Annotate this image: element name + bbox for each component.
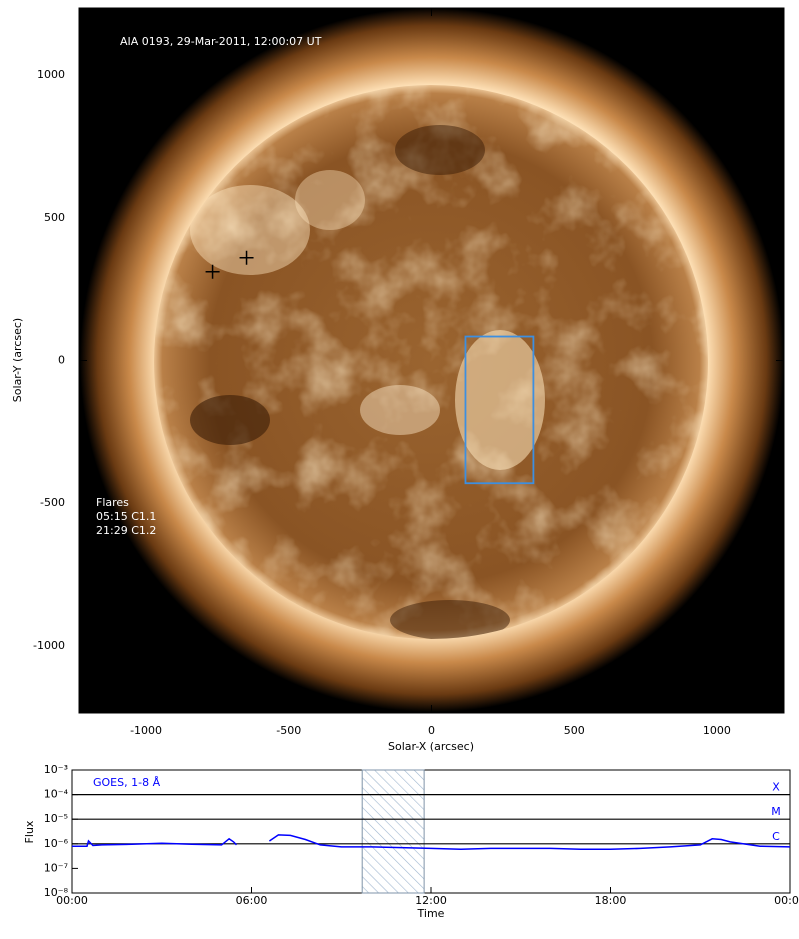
solar-image (79, 8, 784, 713)
x-tick-label: 12:00 (415, 894, 447, 907)
image-title: AIA 0193, 29-Mar-2011, 12:00:07 UT (120, 35, 322, 48)
x-tick-label: 0 (428, 724, 435, 737)
flare-class-label: X (772, 781, 780, 794)
flare-entry: 05:15 C1.1 (96, 510, 156, 523)
active-region (190, 185, 310, 275)
x-tick-label: 1000 (703, 724, 731, 737)
y-axis-label: Solar-Y (arcsec) (11, 318, 24, 402)
disk-texture (154, 85, 708, 639)
flare-entry: 21:29 C1.2 (96, 524, 156, 537)
flare-class-label: C (772, 830, 780, 843)
coronal-hole (395, 125, 485, 175)
y-tick-label: 1000 (37, 68, 65, 81)
x-axis-label: Time (417, 907, 445, 920)
x-tick-label: 500 (564, 724, 585, 737)
y-tick-label: 10⁻⁶ (44, 837, 69, 850)
x-tick-label: -500 (276, 724, 301, 737)
y-tick-label: 10⁻³ (44, 763, 68, 776)
y-tick-label: 10⁻⁵ (44, 812, 68, 825)
x-axis-label: Solar-X (arcsec) (388, 740, 474, 753)
x-tick-label: 18:00 (595, 894, 627, 907)
y-tick-label: -1000 (33, 639, 65, 652)
region-box (464, 335, 535, 485)
flux-line (72, 834, 791, 851)
y-tick-label: 10⁻⁴ (44, 788, 69, 801)
flares-heading: Flares (96, 496, 129, 509)
goes-frame (71, 769, 791, 894)
y-tick-label: 10⁻⁸ (44, 886, 69, 899)
active-region (295, 170, 365, 230)
texture (154, 85, 708, 639)
y-tick-label: 500 (44, 211, 65, 224)
legend: GOES, 1-8 Å (93, 776, 161, 789)
time-window (361, 769, 425, 894)
y-tick-label: 10⁻⁷ (44, 861, 68, 874)
marker-cross (205, 264, 220, 279)
y-tick-label: -500 (40, 496, 65, 509)
x-tick-label: -1000 (130, 724, 162, 737)
x-tick-label: 00:00 (56, 894, 88, 907)
y-axis-label: Flux (23, 820, 36, 843)
flare-class-label: M (771, 805, 781, 818)
x-tick-label: 06:00 (236, 894, 268, 907)
coronal-hole (190, 395, 270, 445)
x-tick-label: 00:00 (774, 894, 799, 907)
coronal-hole (390, 600, 510, 639)
y-tick-label: 0 (58, 354, 65, 367)
active-region (360, 385, 440, 435)
marker-cross (239, 250, 254, 265)
active-region (455, 330, 545, 470)
